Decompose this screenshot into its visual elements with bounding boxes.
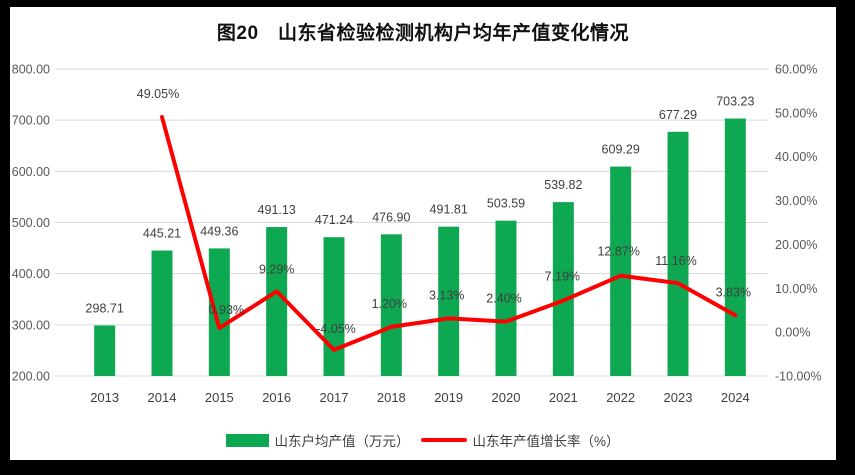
bar bbox=[495, 220, 517, 376]
growth-rate-label: 1.20% bbox=[372, 297, 407, 311]
bar bbox=[380, 234, 402, 376]
right-axis-tick-label: 20.00% bbox=[775, 238, 817, 252]
left-axis-tick-label: 200.00 bbox=[12, 370, 50, 384]
left-axis-tick-label: 500.00 bbox=[12, 216, 50, 230]
bar bbox=[610, 166, 632, 376]
growth-rate-line bbox=[160, 115, 738, 352]
x-axis-year-label: 2021 bbox=[549, 390, 578, 405]
chart-title: 图20 山东省检验检测机构户均年产值变化情况 bbox=[216, 23, 630, 44]
x-axis-year-label: 2024 bbox=[721, 390, 750, 405]
bar bbox=[266, 227, 288, 376]
legend-bar-label: 山东户均产值（万元） bbox=[274, 434, 410, 449]
bar-value-label: 476.90 bbox=[372, 210, 410, 224]
left-axis-tick-label: 400.00 bbox=[12, 267, 50, 281]
growth-rate-label: 7.19% bbox=[545, 270, 580, 284]
x-axis-year-label: 2014 bbox=[148, 390, 177, 405]
bar bbox=[151, 250, 173, 376]
bar-value-label: 703.23 bbox=[716, 95, 754, 109]
bar-value-label: 491.13 bbox=[258, 203, 296, 217]
x-axis-year-label: 2022 bbox=[606, 390, 635, 405]
bar-value-label: 491.81 bbox=[430, 203, 468, 217]
bar-value-label: 445.21 bbox=[143, 227, 181, 241]
bar-value-label: 298.71 bbox=[86, 301, 124, 315]
chart-container: 图20 山东省检验检测机构户均年产值变化情况 800.00 700.00 600.0… bbox=[10, 7, 836, 460]
growth-rate-label: 12.87% bbox=[597, 245, 639, 259]
bar bbox=[208, 248, 230, 376]
bar bbox=[323, 237, 345, 376]
chart-legend: 山东户均产值（万元） 山东年产值增长率（%） bbox=[10, 430, 836, 450]
growth-rate-label: -4.05% bbox=[316, 322, 356, 336]
left-axis-tick-label: 300.00 bbox=[12, 318, 50, 332]
x-axis-year-label: 2018 bbox=[377, 390, 406, 405]
bar bbox=[94, 325, 116, 376]
left-axis-tick-label: 600.00 bbox=[12, 165, 50, 179]
chart-plot: 800.00 700.00 600.00 500.00 400.00 300.00 200.… bbox=[12, 63, 822, 406]
bar bbox=[724, 118, 746, 377]
left-axis-tick-label: 700.00 bbox=[12, 114, 50, 128]
right-axis-tick-label: 60.00% bbox=[775, 63, 817, 77]
x-axis-year-label: 2020 bbox=[492, 390, 521, 405]
bar bbox=[552, 202, 574, 376]
right-axis-tick-label: 30.00% bbox=[775, 194, 817, 208]
growth-rate-label: 3.13% bbox=[429, 288, 464, 302]
bar bbox=[438, 226, 460, 376]
bar bbox=[667, 131, 689, 376]
right-axis-tick-label: 10.00% bbox=[775, 282, 817, 296]
growth-rate-label: 0.93% bbox=[209, 303, 244, 317]
x-axis-year-label: 2013 bbox=[90, 390, 119, 405]
legend-line-swatch-icon bbox=[421, 437, 468, 443]
right-axis-tick-label: -10.00% bbox=[775, 370, 822, 384]
bar-value-label: 449.36 bbox=[200, 224, 238, 238]
growth-rate-label: 9.29% bbox=[259, 262, 294, 276]
bar-value-label: 471.24 bbox=[315, 213, 353, 227]
legend-line-label: 山东年产值增长率（%） bbox=[472, 434, 620, 449]
bar-value-label: 539.82 bbox=[544, 178, 582, 192]
legend-bar-swatch-icon bbox=[226, 433, 270, 447]
bar-value-label: 609.29 bbox=[602, 143, 640, 157]
growth-rate-label: 49.05% bbox=[137, 87, 179, 101]
x-axis-year-label: 2023 bbox=[664, 390, 693, 405]
growth-rate-label: 2.40% bbox=[486, 292, 521, 306]
growth-rate-label: 3.83% bbox=[716, 285, 751, 299]
x-axis-year-label: 2016 bbox=[262, 390, 291, 405]
right-axis-tick-label: 40.00% bbox=[775, 150, 817, 164]
x-axis-year-label: 2017 bbox=[320, 390, 349, 405]
bar-value-label: 677.29 bbox=[659, 108, 697, 122]
x-axis-year-label: 2019 bbox=[434, 390, 463, 405]
legend-item-line-series: 山东年产值增长率（%） bbox=[421, 430, 620, 450]
x-axis-year-label: 2015 bbox=[205, 390, 234, 405]
growth-rate-label: 11.16% bbox=[655, 254, 696, 268]
right-axis-tick-label: 50.00% bbox=[775, 106, 817, 120]
legend-item-bar-series: 山东户均产值（万元） bbox=[226, 430, 409, 450]
right-axis-tick-label: 0.00% bbox=[775, 326, 810, 340]
left-axis-tick-label: 800.00 bbox=[12, 63, 50, 77]
bar-value-label: 503.59 bbox=[487, 197, 525, 211]
